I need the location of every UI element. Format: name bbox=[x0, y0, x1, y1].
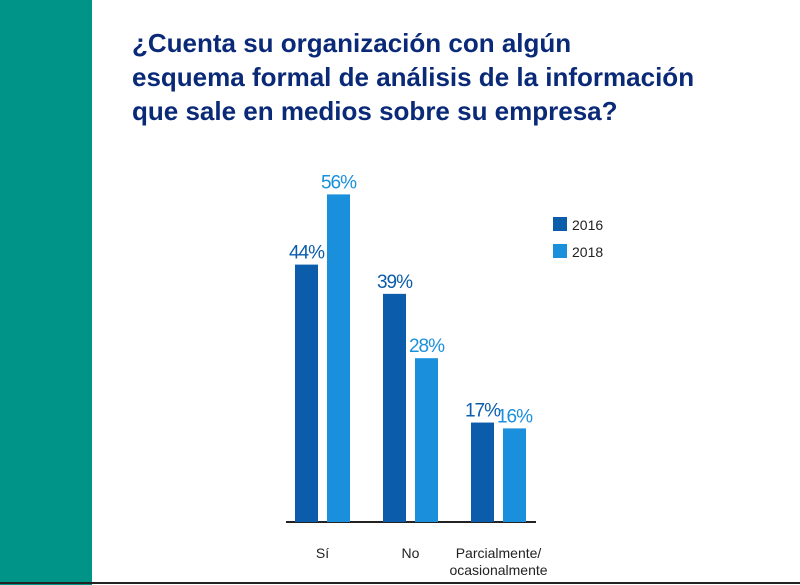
bottom-rule bbox=[0, 582, 800, 584]
category-label-3-line-2: ocasionalmente bbox=[449, 562, 547, 578]
legend-label-2016: 2016 bbox=[572, 217, 603, 233]
value-label-2016-1: 44% bbox=[289, 243, 325, 264]
title-line-2: esquema formal de análisis de la informa… bbox=[132, 62, 695, 92]
legend-swatch-2016 bbox=[553, 217, 567, 231]
value-label-2018-2: 28% bbox=[409, 336, 445, 357]
category-label-1: Sí bbox=[316, 545, 329, 561]
value-label-2016-3: 17% bbox=[465, 401, 501, 422]
value-label-2018-1: 56% bbox=[321, 172, 357, 193]
bar-2016-2 bbox=[383, 293, 406, 522]
title-line-3: que sale en medios sobre su empresa? bbox=[132, 96, 618, 126]
category-label-2: No bbox=[402, 545, 420, 561]
category-label-3-line-1: Parcialmente/ bbox=[456, 545, 542, 561]
bar-2018-2 bbox=[415, 358, 438, 522]
chart-title: ¿Cuenta su organización con algún esquem… bbox=[132, 26, 772, 128]
value-label-2018-3: 16% bbox=[497, 406, 533, 427]
side-accent-bar bbox=[0, 0, 92, 585]
bar-2016-1 bbox=[295, 264, 318, 522]
legend-label-2018: 2018 bbox=[572, 244, 603, 260]
value-label-2016-2: 39% bbox=[377, 272, 413, 293]
title-line-1: ¿Cuenta su organización con algún bbox=[132, 28, 572, 58]
legend-swatch-2018 bbox=[553, 244, 567, 258]
bar-2018-1 bbox=[327, 194, 350, 522]
bar-2018-3 bbox=[503, 428, 526, 522]
bar-2016-3 bbox=[471, 422, 494, 522]
